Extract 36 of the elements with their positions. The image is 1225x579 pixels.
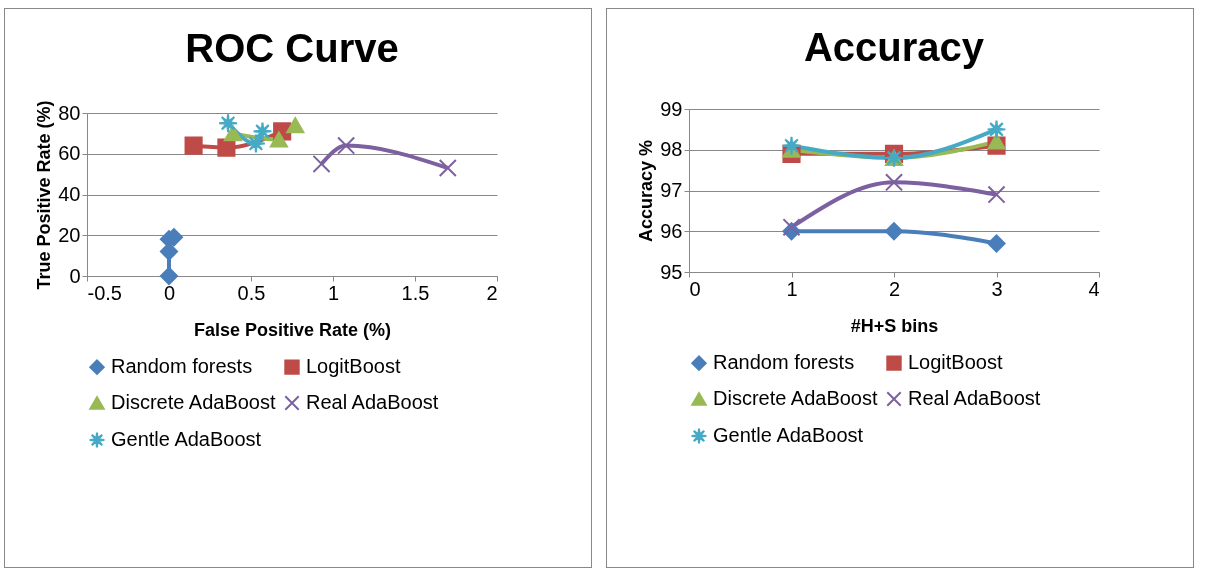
legend-label: Gentle AdaBoost: [111, 428, 262, 450]
y-tick-label: 97: [660, 179, 683, 201]
legend-label: Discrete AdaBoost: [111, 391, 276, 413]
y-tick-label: 99: [660, 97, 683, 120]
x-tick-label: 4: [1088, 277, 1100, 300]
legend-label: Random forests: [111, 355, 253, 378]
y-tick-label: 20: [58, 223, 81, 246]
legend-label: Gentle AdaBoost: [713, 424, 864, 446]
y-axis-title: Accuracy %: [636, 139, 657, 243]
x-tick-label: 3: [991, 277, 1003, 300]
legend-label: Random forests: [713, 351, 855, 374]
x-axis-title: False Positive Rate (%): [193, 319, 392, 340]
legend-label: LogitBoost: [306, 355, 401, 378]
x-tick-label: -0.5: [87, 281, 122, 304]
x-tick-label: 0: [163, 281, 176, 304]
x-tick-label: 1.5: [401, 281, 430, 304]
x-tick-label: 2: [888, 277, 901, 300]
legend-label: Discrete AdaBoost: [713, 387, 878, 409]
chart-title: ROC Curve: [185, 25, 399, 70]
x-tick-label: 0.5: [237, 281, 266, 304]
y-axis-title: True Positive Rate (%): [34, 100, 55, 290]
legend-label: Real AdaBoost: [908, 387, 1041, 409]
y-tick-label: 95: [660, 260, 683, 283]
chart-title: Accuracy: [803, 25, 985, 69]
x-axis-title: #H+S bins: [850, 315, 939, 336]
legend-label: Real AdaBoost: [306, 391, 439, 413]
y-tick-label: 80: [58, 101, 81, 124]
legend-label: LogitBoost: [908, 351, 1003, 374]
y-tick-label: 96: [660, 219, 683, 242]
y-tick-label: 60: [58, 142, 81, 165]
y-tick-label: 40: [58, 183, 81, 205]
x-tick-label: 0: [689, 277, 701, 300]
x-tick-label: 1: [786, 277, 798, 300]
y-tick-label: 98: [660, 138, 683, 161]
x-tick-label: 1: [327, 281, 340, 304]
x-tick-label: 2: [486, 281, 498, 304]
